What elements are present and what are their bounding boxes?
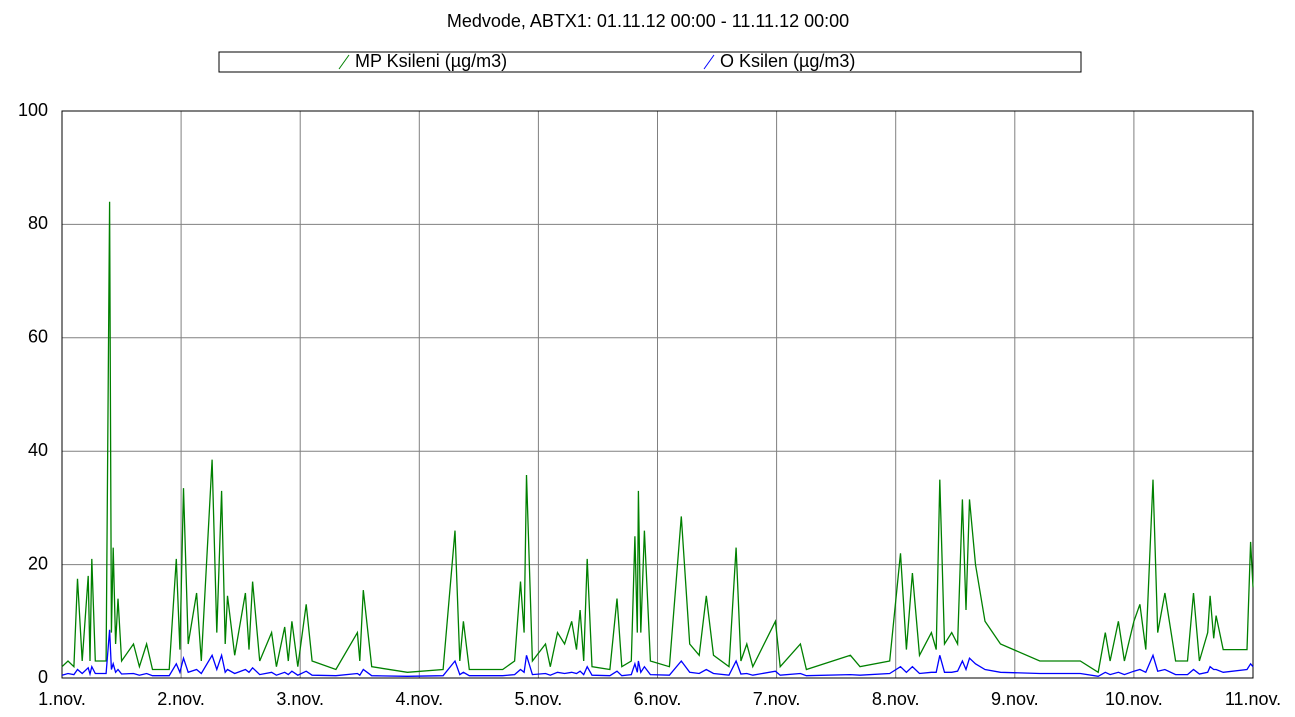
x-tick-label: 5.nov. (515, 689, 563, 709)
x-tick-label: 4.nov. (395, 689, 443, 709)
plot-frame (61, 110, 1254, 679)
x-tick-label: 9.nov. (991, 689, 1039, 709)
legend-icon (703, 54, 715, 70)
x-tick-label: 3.nov. (276, 689, 324, 709)
x-tick-label: 8.nov. (872, 689, 920, 709)
y-tick-label: 40 (28, 440, 48, 460)
x-tick-label: 2.nov. (157, 689, 205, 709)
series-line (61, 201, 1254, 674)
chart-title: Medvode, ABTX1: 01.11.12 00:00 - 11.11.1… (447, 11, 849, 31)
y-tick-label: 20 (28, 553, 48, 573)
legend-box (218, 51, 1082, 73)
legend-label: MP Ksileni (µg/m3) (355, 51, 507, 71)
y-tick-label: 100 (18, 100, 48, 120)
x-tick-label: 6.nov. (634, 689, 682, 709)
x-tick-label: 7.nov. (753, 689, 801, 709)
x-tick-label: 10.nov. (1105, 689, 1163, 709)
x-tick-label: 1.nov. (38, 689, 86, 709)
legend-label: O Ksilen (µg/m3) (720, 51, 855, 71)
y-tick-label: 80 (28, 213, 48, 233)
y-tick-label: 0 (38, 667, 48, 687)
x-tick-label: 11.nov. (1225, 689, 1281, 709)
series-line (61, 629, 1254, 677)
legend-icon (338, 54, 350, 70)
y-tick-label: 60 (28, 327, 48, 347)
